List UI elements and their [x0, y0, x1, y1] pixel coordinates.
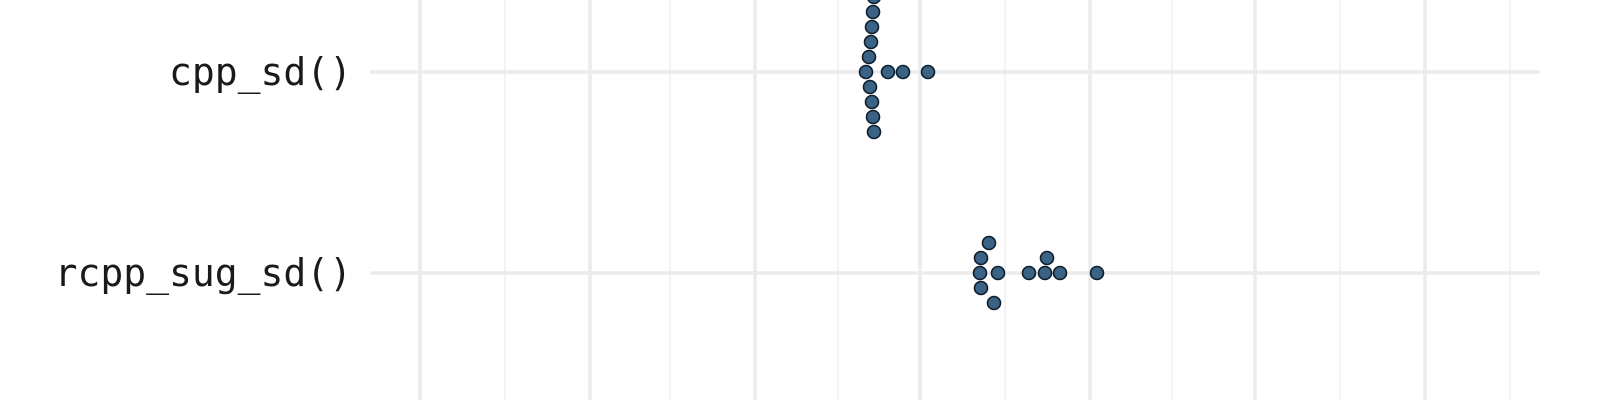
data-point [865, 4, 881, 20]
data-point [990, 265, 1006, 281]
data-point [1039, 250, 1055, 266]
points [858, 0, 1105, 311]
category-label: rcpp_sug_sd() [55, 251, 352, 296]
data-point [862, 79, 878, 95]
data-point [981, 235, 997, 251]
data-point [866, 124, 882, 140]
data-point [1089, 265, 1105, 281]
data-point [880, 64, 896, 80]
data-point [864, 94, 880, 110]
data-point [864, 19, 880, 35]
category-axis: cpp_sd() rcpp_sug_sd() [55, 50, 352, 296]
data-point [973, 280, 989, 296]
data-point [861, 49, 877, 65]
data-point [920, 64, 936, 80]
grid [370, 0, 1540, 400]
data-point [1052, 265, 1068, 281]
category-label: cpp_sd() [169, 50, 352, 95]
data-point [863, 34, 879, 50]
data-point [895, 64, 911, 80]
data-point [972, 265, 988, 281]
data-point [1037, 265, 1053, 281]
data-point [973, 250, 989, 266]
data-point [867, 0, 881, 5]
data-point [865, 109, 881, 125]
data-point [1021, 265, 1037, 281]
data-point [858, 64, 874, 80]
data-point [986, 295, 1002, 311]
